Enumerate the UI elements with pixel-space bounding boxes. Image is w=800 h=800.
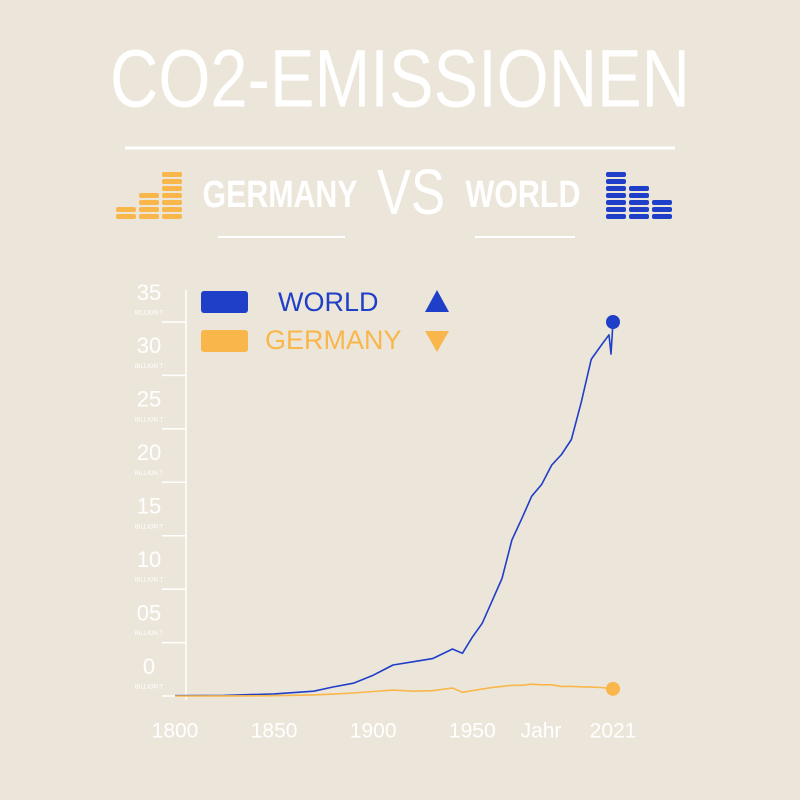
- legend-label: WORLD: [278, 287, 379, 317]
- subtitle-vs: VS: [377, 156, 445, 228]
- y-tick-label: 15: [137, 494, 161, 519]
- y-tick-label: 35: [137, 280, 161, 305]
- data-line: [174, 683, 614, 697]
- x-axis-label: Jahr: [521, 720, 562, 743]
- x-tick-label: 1900: [350, 720, 397, 743]
- y-tick-label: 20: [137, 440, 161, 465]
- legend-swatch: [201, 330, 248, 352]
- legend-arrow-up: [425, 290, 449, 312]
- y-tick-unit: BILLION T: [135, 311, 164, 317]
- legend-arrow-down: [425, 331, 449, 352]
- germany-icon: [116, 172, 182, 219]
- chart-title: CO2-EMISSIONEN: [110, 34, 690, 125]
- y-tick-unit: BILLION T: [135, 524, 164, 530]
- y-tick-label: 10: [137, 547, 161, 572]
- subtitle-right: WORLD: [466, 174, 581, 216]
- x-tick-label: 1950: [449, 720, 496, 743]
- world-icon: [606, 172, 672, 219]
- y-tick-unit: BILLION T: [135, 417, 164, 423]
- y-tick-unit: BILLION T: [135, 578, 164, 584]
- x-tick-label: 2021: [590, 720, 637, 743]
- data-line: [174, 321, 614, 697]
- y-tick-unit: BILLION T: [135, 471, 164, 477]
- y-tick-label: 30: [137, 333, 161, 358]
- y-tick-label: 05: [137, 600, 161, 625]
- y-tick-label: 0: [143, 654, 155, 679]
- end-point: [606, 681, 620, 696]
- legend-swatch: [201, 291, 248, 313]
- x-tick-label: 1850: [251, 720, 298, 743]
- subtitle-left: GERMANY: [203, 174, 358, 216]
- y-tick-label: 25: [137, 387, 161, 412]
- y-tick-unit: BILLION T: [135, 364, 164, 370]
- legend-label: GERMANY: [265, 325, 402, 355]
- y-tick-unit: BILLION T: [135, 631, 164, 637]
- end-point: [606, 315, 620, 329]
- y-tick-unit: BILLION T: [135, 685, 164, 691]
- x-tick-label: 1800: [152, 720, 199, 743]
